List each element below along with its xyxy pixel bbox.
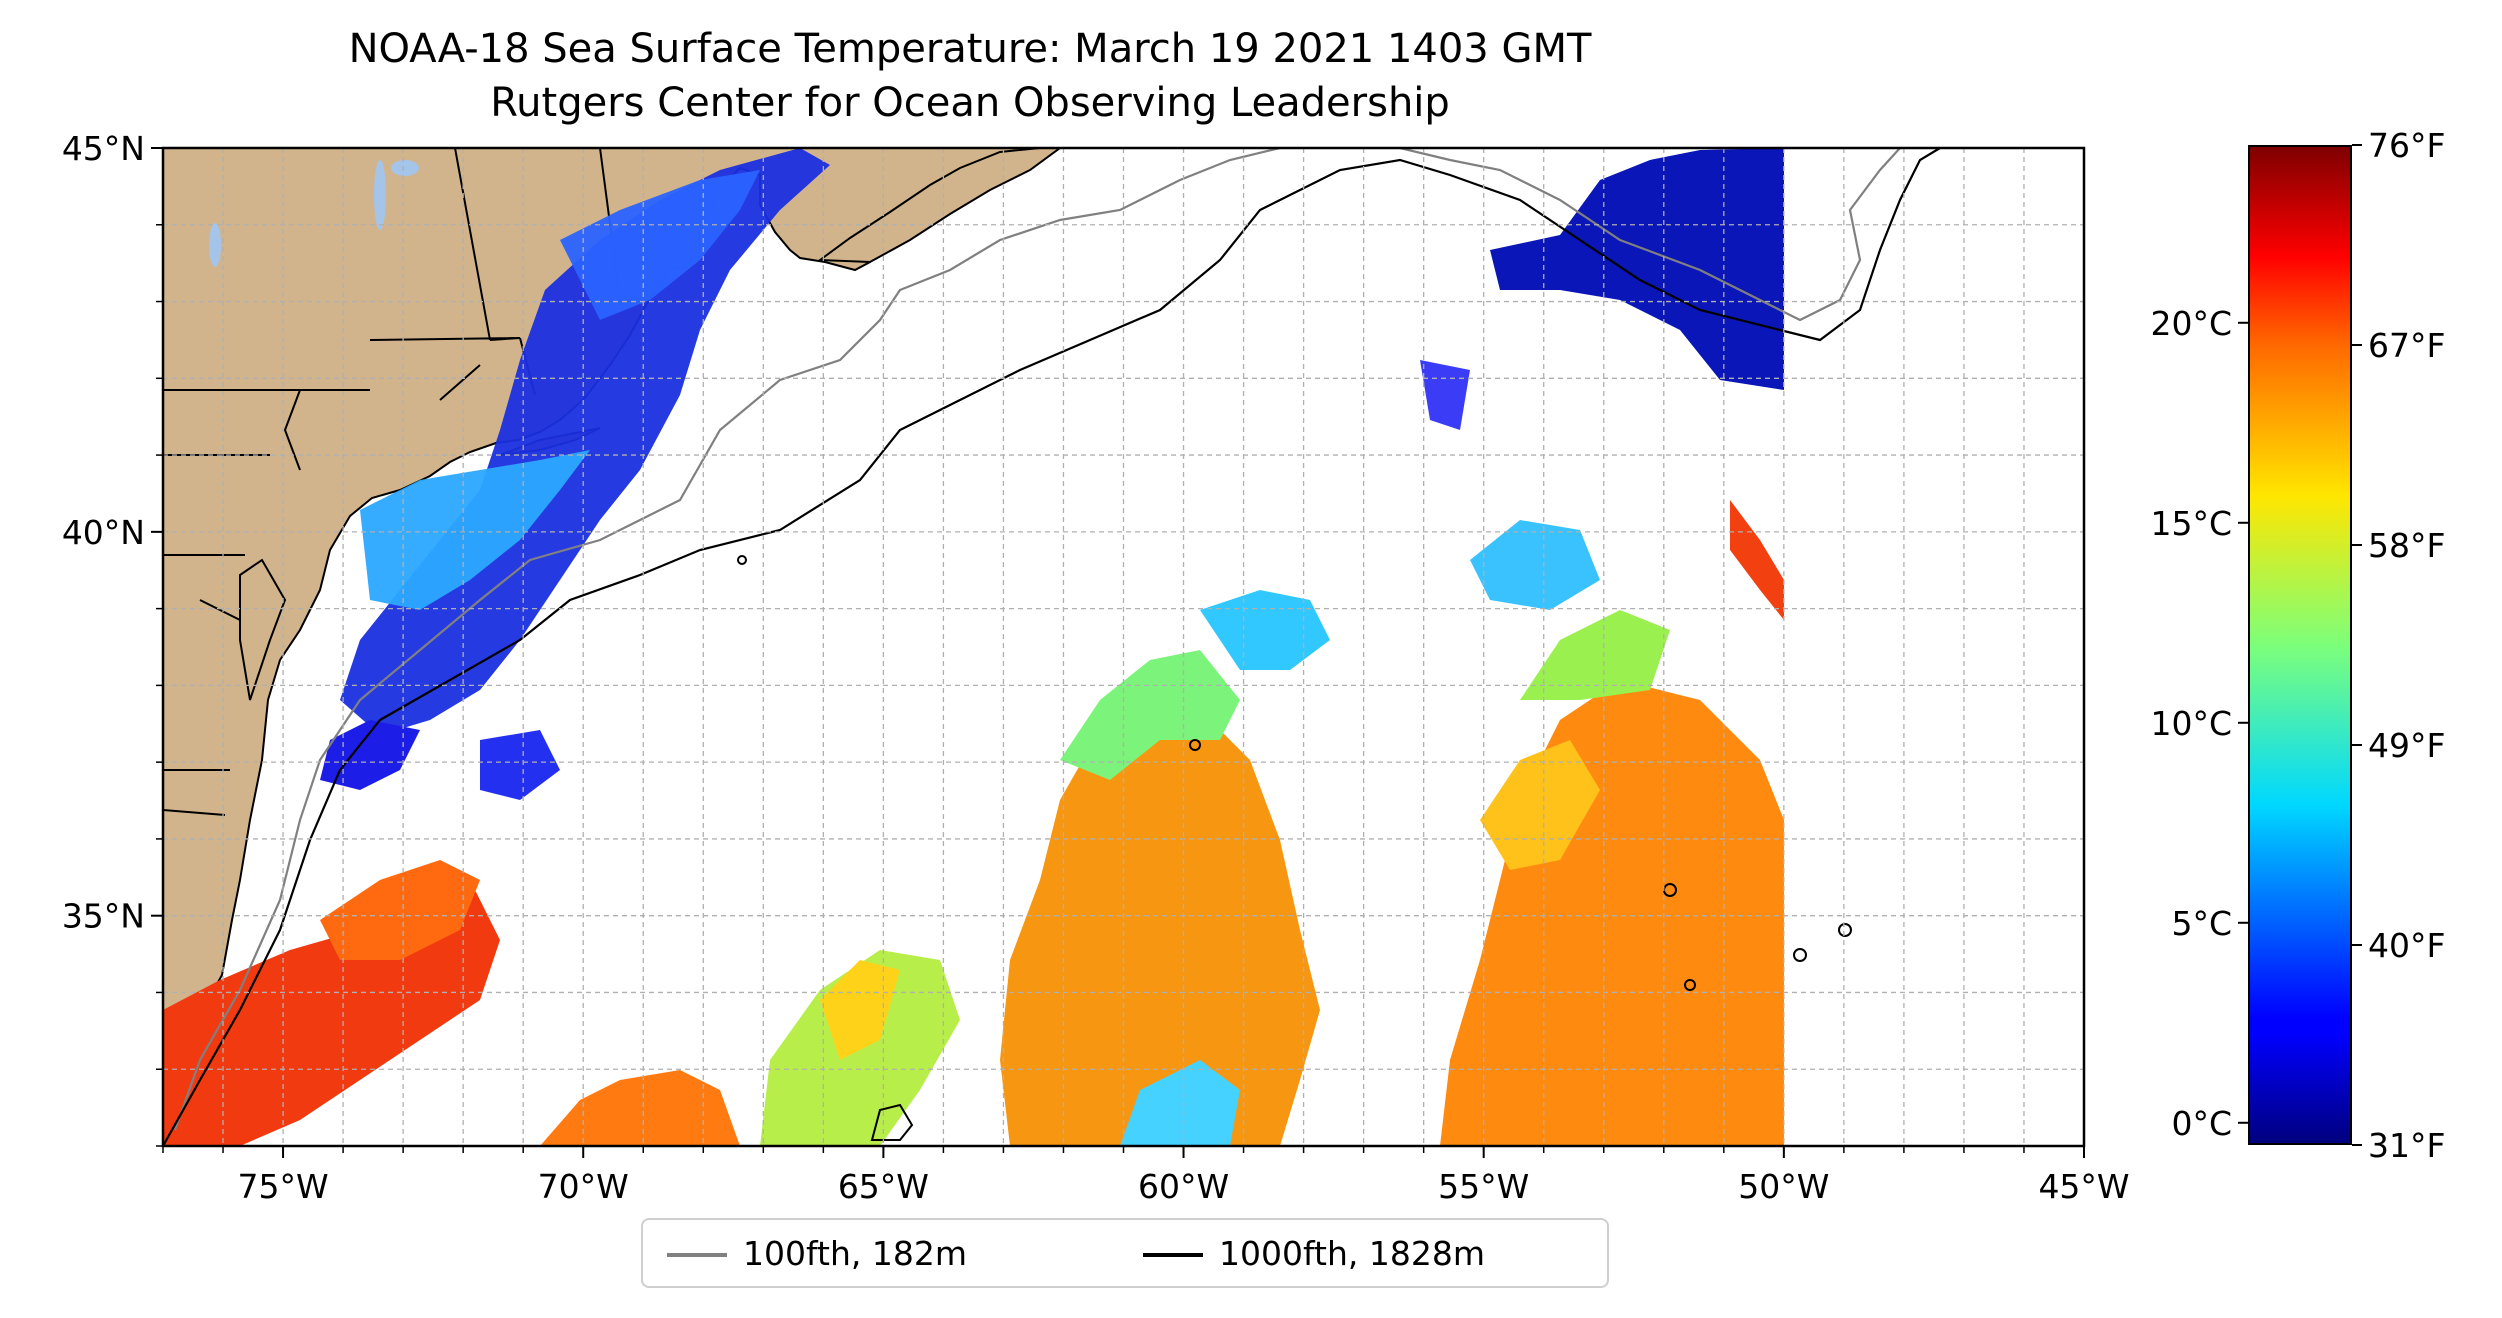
legend-label-1000fth: 1000fth, 1828m xyxy=(1219,1234,1485,1273)
sst-mixed-yellow xyxy=(820,960,900,1060)
lon-tick-label: 55°W xyxy=(1438,1167,1529,1206)
sst-ne-cold xyxy=(1490,148,1784,390)
lake xyxy=(209,223,221,267)
legend-label-100fth: 100fth, 182m xyxy=(743,1234,967,1273)
colorbar-gradient xyxy=(2250,147,2350,1143)
contour-seamount xyxy=(1189,739,1201,751)
contour-seamount xyxy=(737,555,747,565)
lake xyxy=(374,160,386,230)
legend-swatch-100fth xyxy=(667,1253,727,1257)
sst-cold-blue xyxy=(1420,360,1470,430)
land-nova-scotia xyxy=(817,148,1062,264)
sst-shelf-cold xyxy=(340,148,830,735)
lon-tick-label: 65°W xyxy=(838,1167,929,1206)
sst-shelf-cyan xyxy=(360,450,590,610)
no-data-region xyxy=(1786,148,2084,1146)
map-axis-ticks: 75°W 70°W 65°W 60°W 55°W 50°W 45°W 35°N 40°N 45°N xyxy=(62,129,2130,1206)
sst-data xyxy=(163,148,1784,1146)
contour-seamount xyxy=(870,1103,914,1141)
land-delmarva xyxy=(239,558,287,701)
contour-1000fth xyxy=(163,148,1941,1146)
lon-tick-label: 45°W xyxy=(2038,1167,2129,1206)
sst-east-green xyxy=(1520,610,1670,700)
sst-cold-blue xyxy=(480,730,560,800)
chart-subtitle: Rutgers Center for Ocean Observing Leade… xyxy=(490,80,1450,126)
sst-east-cyan xyxy=(1470,520,1600,610)
lat-tick-label: 35°N xyxy=(62,897,145,936)
legend: 100fth, 182m 1000fth, 1828m xyxy=(641,1218,1609,1288)
lon-tick-label: 60°W xyxy=(1138,1167,1229,1206)
lake xyxy=(391,160,419,176)
sst-east-red-filament xyxy=(1730,500,1784,620)
lat-tick-label: 45°N xyxy=(62,129,145,168)
colorbar xyxy=(2248,145,2352,1145)
sst-east-yellow xyxy=(1480,740,1600,870)
contour-seamount xyxy=(1684,979,1696,991)
contour-seamount xyxy=(1793,948,1807,962)
sst-warm-center xyxy=(1000,700,1320,1146)
lon-tick-label: 75°W xyxy=(238,1167,329,1206)
sst-center-green xyxy=(1060,650,1240,780)
lon-tick-label: 70°W xyxy=(538,1167,629,1206)
sst-warm-bottom xyxy=(540,1070,740,1146)
legend-swatch-1000fth xyxy=(1143,1253,1203,1257)
lat-tick-label: 40°N xyxy=(62,513,145,552)
sst-center-cyan xyxy=(1200,590,1330,670)
lon-tick-label: 50°W xyxy=(1738,1167,1829,1206)
chart-title: NOAA-18 Sea Surface Temperature: March 1… xyxy=(348,26,1592,72)
sst-warm-sw2 xyxy=(320,860,480,960)
sst-bottom-mix xyxy=(1120,1060,1240,1146)
sst-gom-cold xyxy=(560,170,760,320)
contour-seamount xyxy=(1838,923,1852,937)
sst-warm-east xyxy=(1440,680,1784,1146)
map-gridlines xyxy=(163,148,2084,1146)
contour-100fth xyxy=(173,148,1901,1131)
sst-cold-blue xyxy=(320,720,420,790)
